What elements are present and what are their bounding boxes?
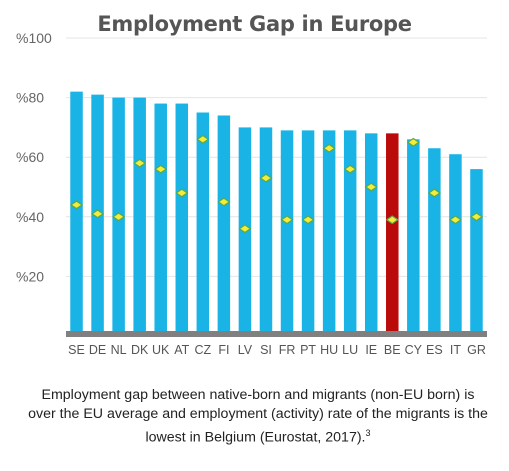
marker-it <box>448 215 462 225</box>
bar-lu <box>343 130 357 336</box>
x-tick-label: NL <box>111 343 127 357</box>
x-tick-label: BE <box>384 343 401 357</box>
x-tick-label: DE <box>89 343 106 357</box>
x-tick-label: GR <box>467 343 486 357</box>
marker-si <box>259 173 273 183</box>
y-tick-label: %60 <box>16 149 44 165</box>
marker-ie <box>364 182 378 192</box>
gridlines <box>66 37 487 277</box>
chart-title: Employment Gap in Europe <box>97 12 412 36</box>
bar-uk <box>154 103 167 336</box>
y-tick-label: %40 <box>16 209 44 225</box>
y-tick-label: %20 <box>16 268 44 284</box>
marker-de <box>91 209 105 219</box>
bar-es <box>428 148 441 336</box>
x-tick-label: IE <box>365 343 377 357</box>
caption-text: Employment gap between native-born and m… <box>28 387 488 446</box>
marker-se <box>69 200 84 210</box>
x-axis-ticks: SE DE NL DK UK AT CZ FI LV SI FR PT HU LU IE BE CY ES IT GR <box>68 343 486 357</box>
marker-uk <box>154 164 168 174</box>
y-tick-label: %100 <box>16 30 52 46</box>
x-tick-label: SI <box>260 343 272 357</box>
bar-gr <box>470 169 483 336</box>
x-tick-label: FI <box>218 343 229 357</box>
bar-fi <box>217 115 231 336</box>
employment-gap-chart: %20 %40 %60 %80 %100 SE DE NL DK UK AT CZ FI LV SI FR P… <box>16 30 487 357</box>
x-tick-label: HU <box>320 343 338 357</box>
x-tick-label: FR <box>279 343 296 357</box>
marker-cy <box>406 137 420 147</box>
marker-lu <box>343 164 357 174</box>
bar-pt <box>301 130 315 336</box>
marker-pt <box>301 215 315 225</box>
bar-hu <box>322 130 336 336</box>
marker-hu <box>322 143 336 153</box>
marker-es <box>427 188 441 198</box>
bar-it <box>449 154 462 336</box>
bar-at <box>175 103 189 336</box>
bar-se <box>70 91 83 336</box>
marker-dk <box>133 158 147 168</box>
marker-be <box>385 215 399 225</box>
x-tick-label: AT <box>174 343 189 357</box>
bar-si <box>259 127 273 337</box>
bar-cz <box>196 112 210 336</box>
caption-footnote: 3 <box>365 428 371 438</box>
marker-nl <box>112 212 126 222</box>
y-tick-label: %80 <box>16 90 44 106</box>
y-axis-ticks: %20 %40 %60 %80 %100 <box>16 30 52 284</box>
x-tick-label: UK <box>152 343 170 357</box>
marker-cz <box>196 134 210 144</box>
x-tick-label: LV <box>238 343 253 357</box>
marker-fi <box>217 197 231 207</box>
marker-gr <box>469 212 484 222</box>
bar-be <box>386 133 399 336</box>
baseline <box>66 331 487 337</box>
x-tick-label: ES <box>426 343 443 357</box>
x-tick-label: SE <box>68 343 85 357</box>
x-tick-label: LU <box>342 343 358 357</box>
chart-caption: Employment gap between native-born and m… <box>28 386 488 448</box>
x-tick-label: DK <box>131 343 149 357</box>
bars <box>70 91 483 337</box>
x-axis-baseline <box>66 331 487 337</box>
markers <box>69 134 484 234</box>
bar-ie <box>364 133 378 336</box>
bar-cy <box>407 139 420 336</box>
x-tick-label: CZ <box>194 343 211 357</box>
marker-lv <box>238 224 252 234</box>
x-tick-label: IT <box>450 343 461 357</box>
marker-fr <box>280 215 294 225</box>
x-tick-label: PT <box>300 343 316 357</box>
bar-dk <box>133 97 146 336</box>
x-tick-label: CY <box>405 343 423 357</box>
bar-fr <box>280 130 294 336</box>
marker-at <box>175 188 189 198</box>
